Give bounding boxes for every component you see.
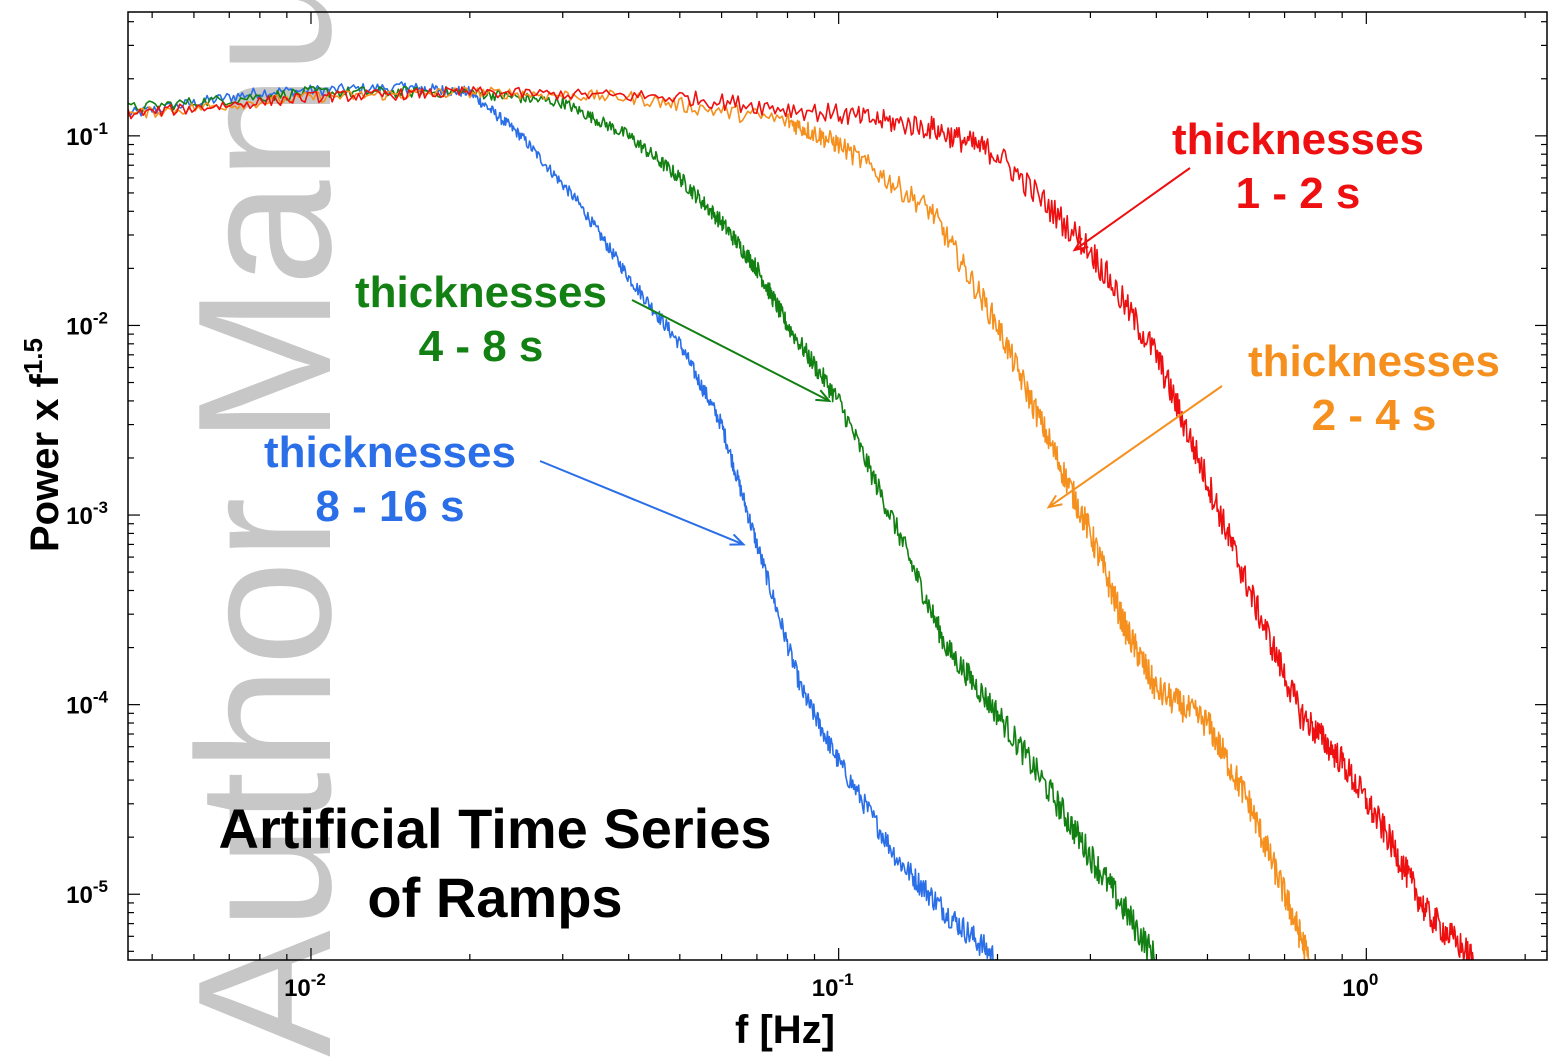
watermark-text: Author Manuscript (159, 0, 371, 1057)
y-tick-label: 10-4 (66, 688, 108, 720)
annotation-arrow (1048, 385, 1223, 509)
annotation-arrowhead (1046, 494, 1063, 509)
annotation-arrowhead (729, 533, 746, 546)
tick-marks (128, 12, 1547, 960)
series-line-4 (128, 86, 1474, 960)
watermark: Author Manuscript (159, 0, 371, 1057)
y-tick-label: 10-2 (66, 308, 108, 340)
x-tick-label: 10-1 (812, 970, 854, 1002)
series-line-2 (128, 86, 1157, 960)
annotation-arrow (539, 460, 744, 546)
annotation-arrow (631, 299, 830, 402)
series-label: 4 - 8 s (419, 322, 544, 371)
series-label: 2 - 4 s (1312, 391, 1437, 440)
series-label: thicknesses (1172, 115, 1424, 164)
y-tick-label: 10-1 (66, 119, 108, 151)
series-label: thicknesses (264, 428, 516, 477)
x-tick-label: 10-2 (284, 970, 326, 1002)
plot-frame (127, 11, 1548, 961)
series-label: 8 - 16 s (315, 482, 464, 531)
y-axis-title: Power x f1.5 (18, 338, 67, 552)
chart-title-line: Artificial Time Series (219, 797, 772, 860)
series-label: thicknesses (355, 268, 607, 317)
annotation-arrowhead (815, 389, 832, 403)
x-tick-label: 100 (1342, 970, 1378, 1002)
series-layer (128, 81, 1474, 960)
series-label: thicknesses (1248, 337, 1500, 386)
tick-labels: 10-2 10-1 100 10-1 10-2 10-3 10-4 10-5 (66, 119, 1378, 1002)
chart-title-line: of Ramps (367, 866, 622, 929)
y-tick-label: 10-5 (66, 877, 108, 909)
annotation-arrowhead (1072, 237, 1089, 252)
y-tick-label: 10-3 (66, 498, 108, 530)
axis-titles: f [Hz] Power x f1.5 (18, 338, 835, 1052)
series-label: 1 - 2 s (1236, 169, 1361, 218)
annotation-arrow (1074, 167, 1191, 251)
x-axis-title: f [Hz] (735, 1008, 835, 1052)
annotations: thicknesses 8 - 16 s thicknesses 4 - 8 s thi… (264, 115, 1500, 546)
